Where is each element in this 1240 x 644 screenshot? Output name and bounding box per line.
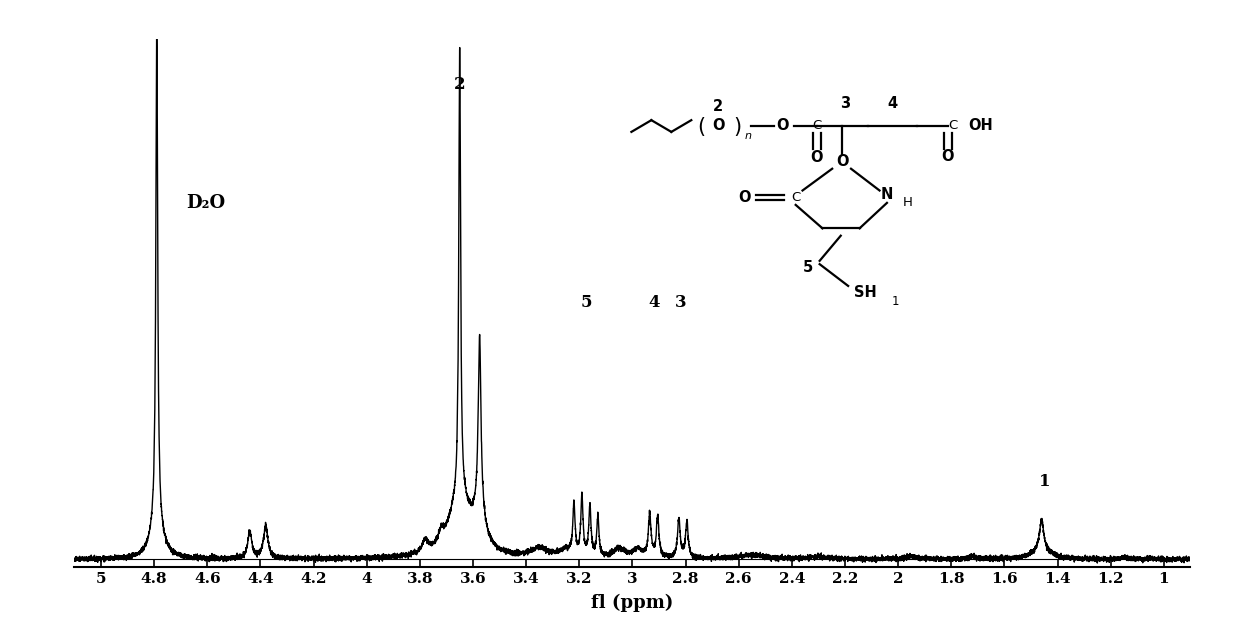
Text: C: C — [949, 119, 957, 133]
Text: 4: 4 — [888, 96, 898, 111]
Text: C: C — [791, 191, 800, 204]
Text: 1: 1 — [892, 294, 899, 307]
Text: OH: OH — [968, 118, 993, 133]
Text: O: O — [776, 118, 789, 133]
Text: n: n — [745, 131, 751, 141]
Text: O: O — [836, 154, 848, 169]
Text: N: N — [880, 187, 893, 202]
X-axis label: fl (ppm): fl (ppm) — [591, 594, 673, 612]
Text: ): ) — [733, 117, 742, 137]
Text: 5: 5 — [580, 294, 591, 311]
Text: H: H — [903, 196, 913, 209]
Text: O: O — [738, 190, 750, 205]
Text: 3: 3 — [675, 294, 686, 311]
Text: 5: 5 — [804, 260, 813, 275]
Text: 2: 2 — [454, 76, 465, 93]
Text: 3: 3 — [841, 96, 851, 111]
Text: D₂O: D₂O — [186, 194, 226, 212]
Text: O: O — [712, 118, 724, 133]
Text: SH: SH — [854, 285, 877, 300]
Text: 1: 1 — [1039, 473, 1050, 490]
Text: O: O — [941, 149, 955, 164]
Text: C: C — [812, 119, 821, 133]
Text: 4: 4 — [649, 294, 660, 311]
Text: (: ( — [697, 117, 706, 137]
Text: O: O — [811, 149, 823, 164]
Text: 2: 2 — [713, 99, 723, 114]
